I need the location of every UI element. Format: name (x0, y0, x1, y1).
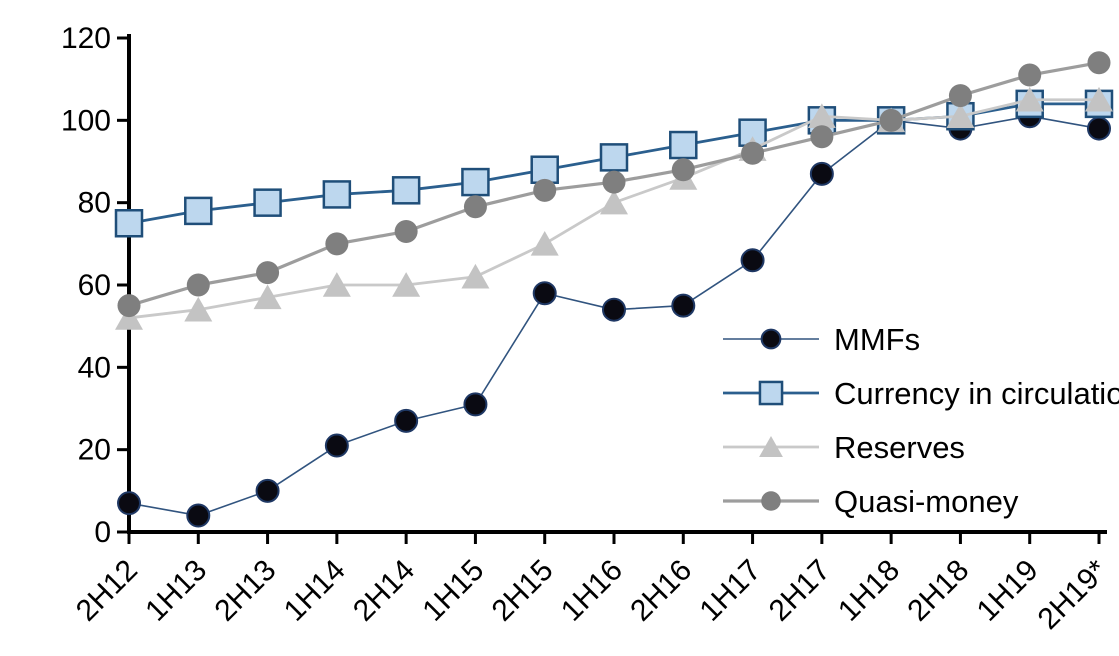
legend-item-quasi-money: Quasi-money (721, 474, 1119, 528)
svg-text:80: 80 (78, 187, 111, 220)
svg-text:2H16: 2H16 (624, 554, 698, 628)
line-chart-canvas: 0204060801001202H121H132H131H142H141H152… (61, 22, 1115, 636)
svg-text:0: 0 (94, 516, 111, 549)
svg-text:1H19: 1H19 (971, 554, 1045, 628)
legend-label-currency-in-circulation: Currency in circulation (834, 375, 1119, 411)
svg-text:2H12: 2H12 (70, 554, 144, 628)
legend-item-reserves: Reserves (721, 420, 1119, 474)
indexed-money-aggregates-line-chart: 0 20 40 60 80 100 120 2H12 1H13 2H13 1H14 2H14 1H15 2… (40, 16, 1119, 656)
svg-text:1H18: 1H18 (832, 554, 906, 628)
svg-text:20: 20 (78, 434, 111, 467)
svg-text:2H18: 2H18 (901, 554, 975, 628)
svg-text:2H14: 2H14 (347, 554, 421, 628)
svg-text:2H13: 2H13 (208, 554, 282, 628)
quasi-money-line-marker-icon (723, 491, 819, 511)
svg-text:1H16: 1H16 (555, 554, 629, 628)
svg-text:1H15: 1H15 (416, 554, 490, 628)
svg-text:120: 120 (61, 22, 111, 55)
reserves-line-marker-icon (723, 436, 819, 457)
svg-text:60: 60 (78, 269, 111, 302)
legend-item-currency-in-circulation: Currency in circulation (721, 366, 1119, 420)
svg-text:2H15: 2H15 (486, 554, 560, 628)
svg-text:1H17: 1H17 (693, 554, 767, 628)
svg-text:2H17: 2H17 (763, 554, 837, 628)
legend-label-reserves: Reserves (834, 429, 965, 465)
currency-line-marker-icon (723, 380, 819, 406)
svg-text:1H13: 1H13 (139, 554, 213, 628)
svg-text:100: 100 (61, 104, 111, 137)
legend-label-mmfs: MMFs (834, 321, 921, 357)
svg-text:2H19*: 2H19* (1032, 553, 1115, 636)
mmfs-line-marker-icon (723, 328, 819, 350)
legend: MMFs Currency in circulation Reserves Qu… (721, 312, 1119, 528)
legend-item-mmfs: MMFs (721, 312, 1119, 366)
svg-text:1H14: 1H14 (278, 554, 352, 628)
svg-text:40: 40 (78, 351, 111, 384)
legend-label-quasi-money: Quasi-money (834, 483, 1019, 519)
